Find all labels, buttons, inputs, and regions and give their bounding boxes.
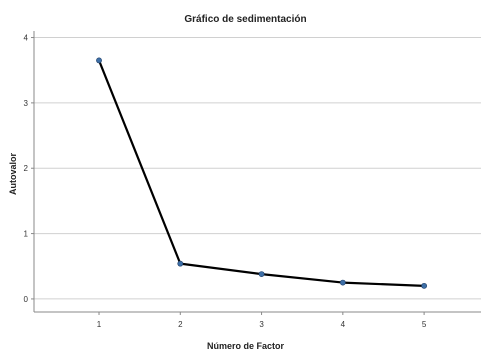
data-point-4 (339, 279, 346, 286)
y-tick-label-4: 4 (24, 34, 29, 43)
y-tick-label-1: 1 (24, 230, 29, 239)
y-tick-label-3: 3 (24, 99, 29, 108)
x-tick-label-2: 2 (178, 320, 183, 329)
x-tick-label-5: 5 (422, 320, 427, 329)
series-line-0 (97, 59, 425, 287)
y-tick-label-2: 2 (24, 164, 29, 173)
data-point-5 (421, 282, 428, 289)
x-tick-label-4: 4 (341, 320, 346, 329)
x-tick-label-3: 3 (259, 320, 264, 329)
x-tick-label-1: 1 (97, 320, 102, 329)
data-point-3 (258, 271, 265, 277)
chart-title: Gráfico de sedimentación (184, 14, 307, 25)
data-point-2 (177, 260, 184, 267)
x-axis-label: Número de Factor (206, 341, 284, 351)
data-point-1 (96, 57, 102, 64)
y-tick-label-0: 0 (24, 295, 29, 304)
